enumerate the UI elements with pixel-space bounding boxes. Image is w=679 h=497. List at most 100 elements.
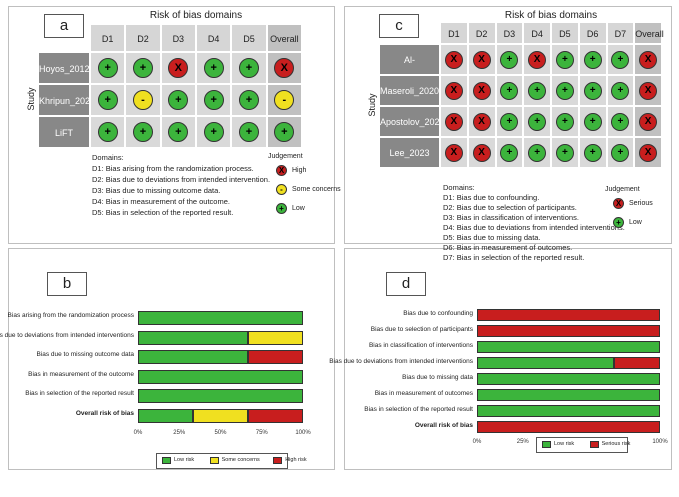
x-tick-label: 100%: [295, 430, 311, 436]
x-tick-label: 0%: [472, 439, 482, 445]
legend-label: Low risk: [174, 457, 195, 463]
judgement-dot: +: [500, 112, 519, 131]
legend-label: Serious: [629, 200, 653, 207]
domain-description: D2: Bias due to deviations from intended…: [92, 175, 271, 184]
column-header: D4: [196, 24, 232, 52]
legend-label: High risk: [285, 457, 307, 463]
bar-segment: [138, 330, 249, 345]
judgement-dot: +: [203, 122, 224, 142]
judgement-dot: +: [97, 58, 118, 78]
legend-dot: -: [276, 184, 287, 195]
panel-letter: a: [44, 14, 84, 38]
table-cell: [266, 84, 302, 116]
judgement-dot: X: [639, 50, 658, 69]
domain-description: D1: Bias due to confounding.: [443, 193, 540, 202]
judgement-dot: +: [168, 122, 189, 142]
bar-segment: [477, 405, 660, 417]
bar-category-label: Bias due to confounding: [403, 310, 473, 317]
judgement-dot: X: [639, 81, 658, 100]
bar-segment: [138, 369, 303, 384]
judgement-dot: +: [583, 81, 602, 100]
bar-segment: [138, 311, 303, 325]
study-label: Khripun_2020: [38, 84, 95, 116]
judgement-dot: +: [97, 90, 118, 110]
bar-category-label: Bias in measurement of outcomes: [374, 390, 473, 397]
judgement-dot: +: [97, 122, 118, 142]
bar-category-label: Bias in classification of interventions: [368, 342, 473, 349]
panel-letter: b: [47, 272, 87, 296]
bar-segment: [248, 350, 303, 364]
judgement-dot: X: [472, 81, 491, 100]
study-label: LiFT trial_2023: [38, 116, 90, 170]
bar-segment: [248, 330, 303, 345]
judgement-dot: X: [444, 50, 463, 69]
domains-heading: Domains:: [443, 183, 475, 192]
bar-category-label: Bias in measurement of the outcome: [28, 370, 134, 378]
domains-heading: Domains:: [92, 153, 124, 162]
legend-label: Low: [629, 219, 642, 226]
judgement-dot: -: [274, 90, 295, 110]
judgement-dot: X: [444, 143, 463, 162]
legend-swatch: [162, 457, 171, 464]
column-header: D7: [606, 22, 635, 44]
bar-segment: [247, 408, 303, 423]
bar-segment: [192, 408, 248, 423]
panel-letter: d: [386, 272, 426, 296]
table-cell: [578, 137, 607, 168]
judgement-dot: +: [611, 112, 630, 131]
judgement-dot: +: [239, 58, 259, 78]
bar-category-label: Bias due to missing data: [402, 374, 473, 381]
judgement-dot: +: [528, 81, 547, 100]
judgement-dot: X: [444, 81, 463, 100]
table-cell: [467, 75, 496, 106]
judgement-dot: +: [500, 50, 519, 69]
judgement-dot: +: [583, 50, 602, 69]
legend-label: Low risk: [554, 441, 575, 447]
judgement-dot: +: [583, 143, 602, 162]
judgement-heading: Judgement: [268, 153, 303, 160]
judgement-dot: X: [472, 112, 491, 131]
column-header: D3: [160, 24, 196, 52]
study-axis-label: Study: [367, 93, 377, 117]
judgement-dot: X: [274, 58, 295, 78]
judgement-dot: +: [555, 81, 574, 100]
judgement-dot: +: [611, 81, 630, 100]
bar-category-label: Bias due to selection of participants: [370, 326, 473, 333]
domain-description: D4: Bias in measurement of the outcome.: [92, 197, 230, 206]
judgement-dot: +: [500, 81, 519, 100]
bar-category-label: Overall risk of bias: [414, 422, 473, 429]
bar-segment: [477, 357, 615, 369]
bar-segment: [138, 389, 303, 403]
column-header: D3: [495, 22, 524, 44]
panel-letter: c: [379, 14, 419, 38]
judgement-dot: -: [133, 90, 153, 110]
legend-swatch: [542, 441, 551, 448]
judgement-dot: X: [444, 112, 463, 131]
judgement-dot: +: [203, 90, 224, 110]
bar-category-label: Bias arising from the randomization proc…: [7, 312, 134, 319]
study-label: Apostolov_2022: [379, 106, 445, 137]
table-cell: [495, 44, 524, 75]
domain-description: D5: Bias due to missing data.: [443, 233, 541, 242]
study-label: Lee_2023: [379, 137, 440, 168]
table-title: Risk of bias domains: [504, 10, 598, 21]
legend-dot: X: [276, 165, 287, 176]
bar-segment: [477, 389, 660, 401]
legend-swatch: [273, 457, 283, 464]
domain-description: D7: Bias in selection of the reported re…: [443, 253, 585, 262]
judgement-dot: +: [555, 112, 574, 131]
legend-label: Serious risk: [601, 441, 631, 447]
bar-segment: [477, 341, 660, 353]
judgement-dot: X: [472, 50, 491, 69]
table-cell: [606, 75, 635, 106]
table-cell: [231, 116, 267, 148]
chart-legend: [156, 453, 288, 469]
legend-dot: X: [613, 198, 624, 209]
judgement-heading: Judgement: [605, 186, 640, 193]
x-tick-label: 75%: [255, 430, 268, 436]
study-label: Al-Qudimat_2021: [379, 44, 440, 96]
judgement-dot: +: [239, 122, 259, 142]
study-label: Hoyos_2012: [38, 52, 90, 84]
domain-description: D6: Bias in measurement of outcomes.: [443, 243, 573, 252]
x-tick-label: 25%: [173, 430, 186, 436]
